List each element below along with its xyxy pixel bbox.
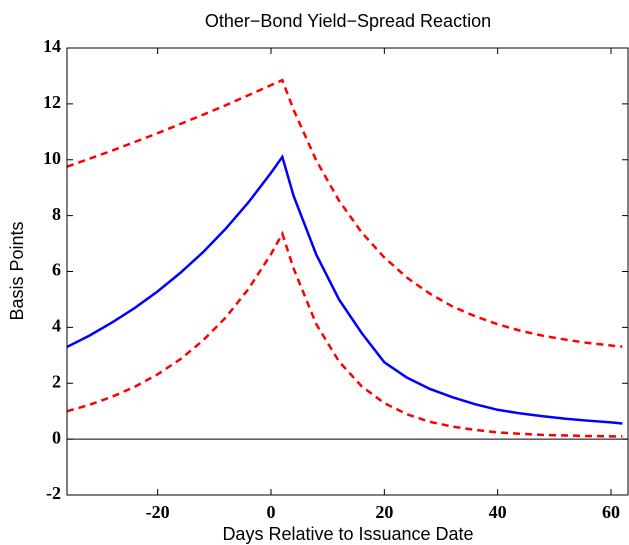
x-tick-label: 20 [375, 502, 393, 522]
x-axis-label: Days Relative to Issuance Date [222, 524, 473, 544]
y-tick-label: 4 [52, 316, 61, 336]
y-tick-label: -2 [46, 483, 61, 503]
x-tick-label: 0 [267, 502, 276, 522]
y-tick-label: 14 [43, 36, 61, 56]
x-tick-label: 40 [489, 502, 507, 522]
y-tick-label: 2 [52, 371, 61, 391]
y-tick-label: 8 [52, 204, 61, 224]
x-tick-label: -20 [146, 502, 170, 522]
chart-title: Other−Bond Yield−Spread Reaction [205, 11, 491, 31]
plot-frame [66, 47, 629, 496]
y-tick-label: 0 [52, 427, 61, 447]
series-line [66, 78, 623, 348]
y-tick-label: 10 [43, 148, 61, 168]
x-tick-label: 60 [602, 502, 620, 522]
y-axis-label: Basis Points [7, 221, 27, 320]
series-line [66, 154, 623, 425]
y-tick-label: 12 [43, 92, 61, 112]
y-tick-label: 6 [52, 260, 61, 280]
